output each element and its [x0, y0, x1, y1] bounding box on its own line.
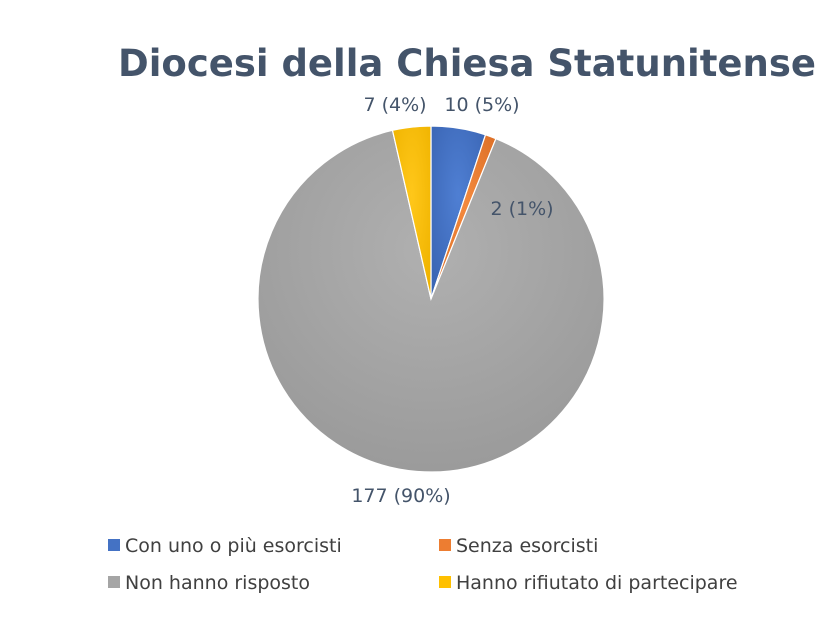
legend: Con uno o più esorcisti Senza esorcisti No… [108, 535, 738, 594]
legend-label-1: Senza esorcisti [456, 535, 598, 557]
legend-label-2: Non hanno risposto [125, 572, 310, 594]
pie-slices [257, 125, 605, 473]
data-labels: 10 (5%) 2 (1%) 177 (90%) 7 (4%) [351, 94, 553, 507]
legend-label-0: Con uno o più esorcisti [125, 535, 342, 557]
pie-slice-3 [391, 125, 432, 300]
data-label-0: 10 (5%) [444, 94, 519, 116]
chart-title: Diocesi della Chiesa Statunitense [118, 42, 816, 85]
pie-slice-2 [257, 129, 605, 473]
data-label-3: 7 (4%) [363, 94, 426, 116]
legend-label-3: Hanno rifiutato di partecipare [456, 572, 738, 594]
data-label-1: 2 (1%) [490, 198, 553, 220]
legend-swatch-0 [108, 539, 120, 551]
legend-swatch-1 [439, 539, 451, 551]
data-label-2: 177 (90%) [351, 485, 450, 507]
legend-swatch-2 [108, 576, 120, 588]
legend-swatch-3 [439, 576, 451, 588]
